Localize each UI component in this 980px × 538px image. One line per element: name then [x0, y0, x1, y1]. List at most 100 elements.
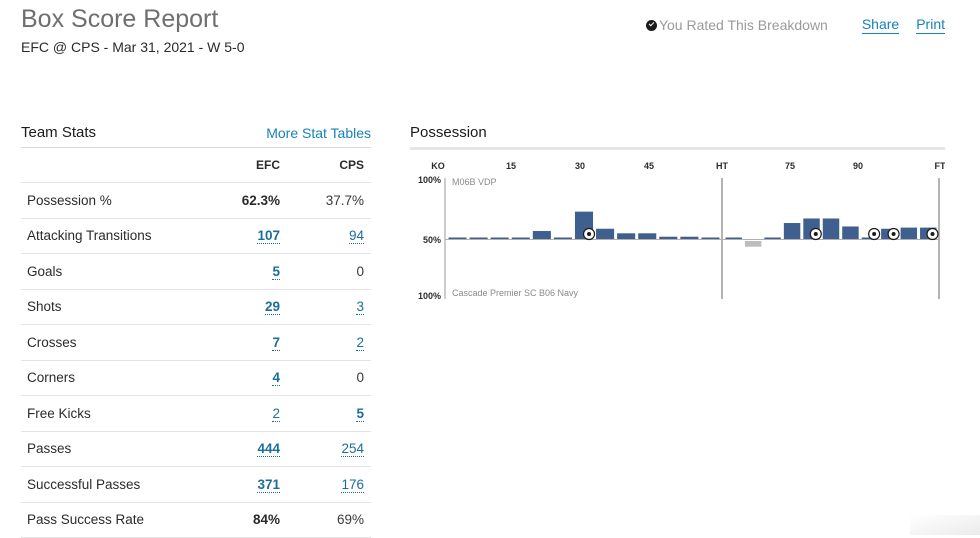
stat-label: Shots: [21, 289, 210, 325]
stat-value-cps: 0: [356, 370, 364, 386]
team-stats-body: Possession % 62.3% 37.7% Attacking Transiti…: [21, 182, 371, 538]
team-stats-header: Team Stats More Stat Tables: [21, 118, 371, 148]
soccer-ball-icon-center: [872, 232, 877, 236]
column-header-cps: CPS: [287, 148, 371, 183]
x-axis-band: [410, 147, 945, 150]
stat-value-efc: 84%: [252, 512, 280, 528]
possession-bar-efc: [596, 228, 615, 239]
stat-value-cps-cell: 3: [287, 289, 371, 325]
column-header-efc: EFC: [210, 148, 287, 183]
possession-bar-efc: [448, 237, 467, 239]
possession-section: Possession KO 15 30 45 HT 75 90 FT 100% 50% 100% M0…: [410, 118, 946, 301]
possession-bar-efc: [725, 237, 742, 239]
x-tick-label: 90: [853, 161, 863, 171]
stat-value-cps-cell: 5: [287, 395, 371, 432]
table-row: Possession % 62.3% 37.7%: [21, 182, 371, 219]
possession-bar-efc: [490, 237, 509, 239]
possession-bar-efc: [659, 236, 678, 239]
y-tick-label: 50%: [423, 235, 441, 245]
possession-bar-efc: [900, 227, 918, 239]
stat-value-efc-cell: 4: [210, 360, 287, 396]
table-header-row: EFC CPS: [21, 148, 371, 183]
stat-value-cps-cell: 254: [287, 431, 371, 467]
stat-value-cps: 69%: [336, 512, 364, 528]
rated-label: You Rated This Breakdown: [658, 17, 828, 33]
table-row: Shots 29 3: [21, 289, 371, 325]
possession-bar-efc: [617, 233, 636, 239]
rated-status: You Rated This Breakdown: [645, 17, 828, 33]
stat-label: Goals: [21, 253, 210, 290]
stat-value-efc-cell: 29: [210, 289, 287, 325]
stat-value-efc-cell: 371: [210, 466, 287, 503]
stat-value-efc[interactable]: 5: [272, 263, 280, 280]
stat-value-cps-cell: 2: [287, 324, 371, 361]
possession-bar-efc: [701, 237, 720, 239]
more-stat-tables-link[interactable]: More Stat Tables: [266, 124, 371, 141]
share-link[interactable]: Share: [861, 16, 900, 34]
stat-value-cps[interactable]: 5: [356, 405, 364, 422]
soccer-ball-icon-center: [891, 232, 896, 236]
page-title: Box Score Report: [21, 5, 219, 33]
table-row: Attacking Transitions 107 94: [21, 218, 371, 254]
stat-value-cps[interactable]: 3: [356, 299, 364, 316]
stat-value-cps[interactable]: 176: [341, 476, 364, 493]
stat-value-cps-cell: 94: [287, 218, 371, 254]
stat-value-efc[interactable]: 7: [272, 334, 280, 351]
possession-bar-efc: [469, 237, 488, 239]
possession-bar-efc: [764, 237, 781, 239]
team-stats-title: Team Stats: [21, 124, 97, 141]
y-tick-label: 100%: [418, 291, 441, 301]
stat-label: Passes: [21, 431, 210, 467]
possession-bar-efc: [783, 223, 801, 239]
possession-chart-svg: KO 15 30 45 HT 75 90 FT 100% 50% 100% M06B VDP Casca…: [410, 147, 946, 301]
print-link[interactable]: Print: [916, 16, 945, 34]
stat-value-cps: 0: [356, 263, 364, 279]
stat-value-efc[interactable]: 444: [257, 441, 280, 458]
possession-bar-efc: [532, 231, 551, 239]
stat-value-efc[interactable]: 29: [264, 299, 280, 316]
stat-value-efc-cell: 84%: [210, 502, 287, 538]
x-tick-label: 30: [575, 161, 585, 171]
x-tick-label: HT: [716, 161, 728, 171]
check-circle-icon: [645, 19, 657, 31]
stat-label: Free Kicks: [21, 395, 210, 432]
y-tick-label: 100%: [418, 175, 441, 185]
stat-value-efc[interactable]: 2: [272, 405, 280, 422]
possession-bar-efc: [680, 236, 699, 239]
stat-value-efc: 62.3%: [241, 192, 280, 208]
x-tick-label: KO: [431, 161, 445, 171]
stat-value-efc-cell: 5: [210, 253, 287, 290]
stat-value-cps[interactable]: 94: [348, 228, 364, 245]
column-header-stat: [21, 148, 210, 183]
possession-bar-efc: [638, 233, 657, 239]
stat-value-efc-cell: 7: [210, 324, 287, 361]
stat-value-efc[interactable]: 4: [272, 370, 280, 387]
team-stats-table: EFC CPS Possession % 62.3% 37.7% Attacking …: [21, 148, 371, 538]
soccer-ball-icon-center: [930, 232, 935, 236]
corner-shadow: [910, 515, 980, 535]
table-row: Pass Success Rate 84% 69%: [21, 502, 371, 538]
soccer-ball-icon-center: [813, 232, 818, 236]
stat-value-efc[interactable]: 371: [257, 476, 280, 493]
possession-bar-efc: [553, 237, 572, 239]
stat-label: Successful Passes: [21, 466, 210, 503]
bottom-team-label: Cascade Premier SC B06 Navy: [452, 288, 579, 298]
possession-bar-efc: [511, 237, 530, 239]
stat-label: Crosses: [21, 324, 210, 361]
stat-value-cps-cell: 0: [287, 360, 371, 396]
stat-value-efc[interactable]: 107: [257, 228, 280, 245]
stat-value-cps-cell: 37.7%: [287, 182, 371, 219]
team-stats-section: Team Stats More Stat Tables EFC CPS Poss…: [21, 118, 371, 538]
stat-value-efc-cell: 62.3%: [210, 182, 287, 219]
top-team-label: M06B VDP: [452, 177, 497, 187]
possession-header: Possession: [410, 118, 945, 148]
stat-label: Attacking Transitions: [21, 218, 210, 254]
possession-bar-cps: [744, 241, 762, 247]
stat-value-cps: 37.7%: [325, 192, 364, 208]
table-row: Crosses 7 2: [21, 324, 371, 361]
stat-value-cps[interactable]: 2: [356, 334, 364, 351]
table-row: Corners 4 0: [21, 360, 371, 396]
x-tick-label: 45: [644, 161, 654, 171]
stat-value-cps[interactable]: 254: [341, 441, 364, 458]
table-row: Goals 5 0: [21, 253, 371, 290]
